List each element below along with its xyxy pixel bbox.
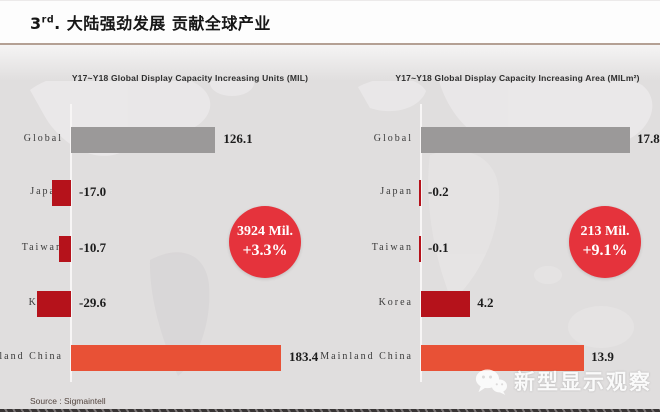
bar [71, 345, 281, 371]
value-label: -10.7 [79, 240, 107, 255]
header [0, 0, 660, 44]
header-divider [0, 43, 660, 45]
value-label: 183.4 [288, 349, 319, 364]
category-label: Taiwan [371, 242, 413, 253]
wechat-icon [475, 369, 507, 395]
bar [421, 127, 630, 153]
units-total-badge: 3924 Mil. +3.3% [229, 206, 301, 278]
area-total-value: 213 Mil. [580, 224, 630, 240]
watermark: 新型显示观察 [475, 366, 652, 396]
category-label: Global [23, 133, 63, 144]
value-label: 4.2 [477, 295, 494, 310]
area-chart-title: Y17~Y18 Global Display Capacity Increasi… [395, 73, 640, 83]
value-label: 126.1 [223, 131, 253, 146]
value-label: -29.6 [79, 295, 107, 310]
value-label: 13.9 [591, 349, 614, 364]
units-total-value: 3924 Mil. [237, 224, 293, 240]
source-note: Source : Sigmaintell [30, 396, 106, 406]
category-label: Korea [378, 297, 413, 308]
bar [58, 236, 71, 262]
bar [418, 236, 421, 262]
units-growth-rate: +3.3% [242, 241, 288, 259]
category-label: Japan [380, 186, 413, 197]
bar [37, 291, 71, 317]
category-label: Japan [30, 186, 63, 197]
watermark-text: 新型显示观察 [514, 370, 652, 394]
title-text: . 大陆强劲发展 贡献全球产业 [54, 14, 271, 33]
category-label: Mainland China [0, 351, 63, 362]
area-growth-rate: +9.1% [582, 241, 628, 259]
page-title: 3rd. 大陆强劲发展 贡献全球产业 [30, 10, 271, 34]
units-chart-axis [70, 104, 72, 382]
bar [418, 180, 421, 206]
bar [71, 127, 216, 153]
bar [421, 291, 471, 317]
category-label: Global [373, 133, 413, 144]
area-total-badge: 213 Mil. +9.1% [569, 206, 641, 278]
category-label: Mainland China [320, 351, 413, 362]
title-number: 3 [30, 14, 42, 33]
value-label: -0.2 [428, 184, 449, 199]
category-label: Taiwan [21, 242, 63, 253]
bar [51, 180, 71, 206]
background-fade [0, 45, 660, 81]
value-label: 17.8 [636, 131, 660, 146]
area-chart-axis [420, 104, 422, 382]
bottom-strip [0, 409, 660, 412]
title-ordinal-sup: rd [41, 14, 55, 26]
value-label: -17.0 [79, 184, 107, 199]
bar [421, 345, 585, 371]
value-label: -0.1 [428, 240, 449, 255]
units-chart-title: Y17~Y18 Global Display Capacity Increasi… [71, 73, 309, 83]
